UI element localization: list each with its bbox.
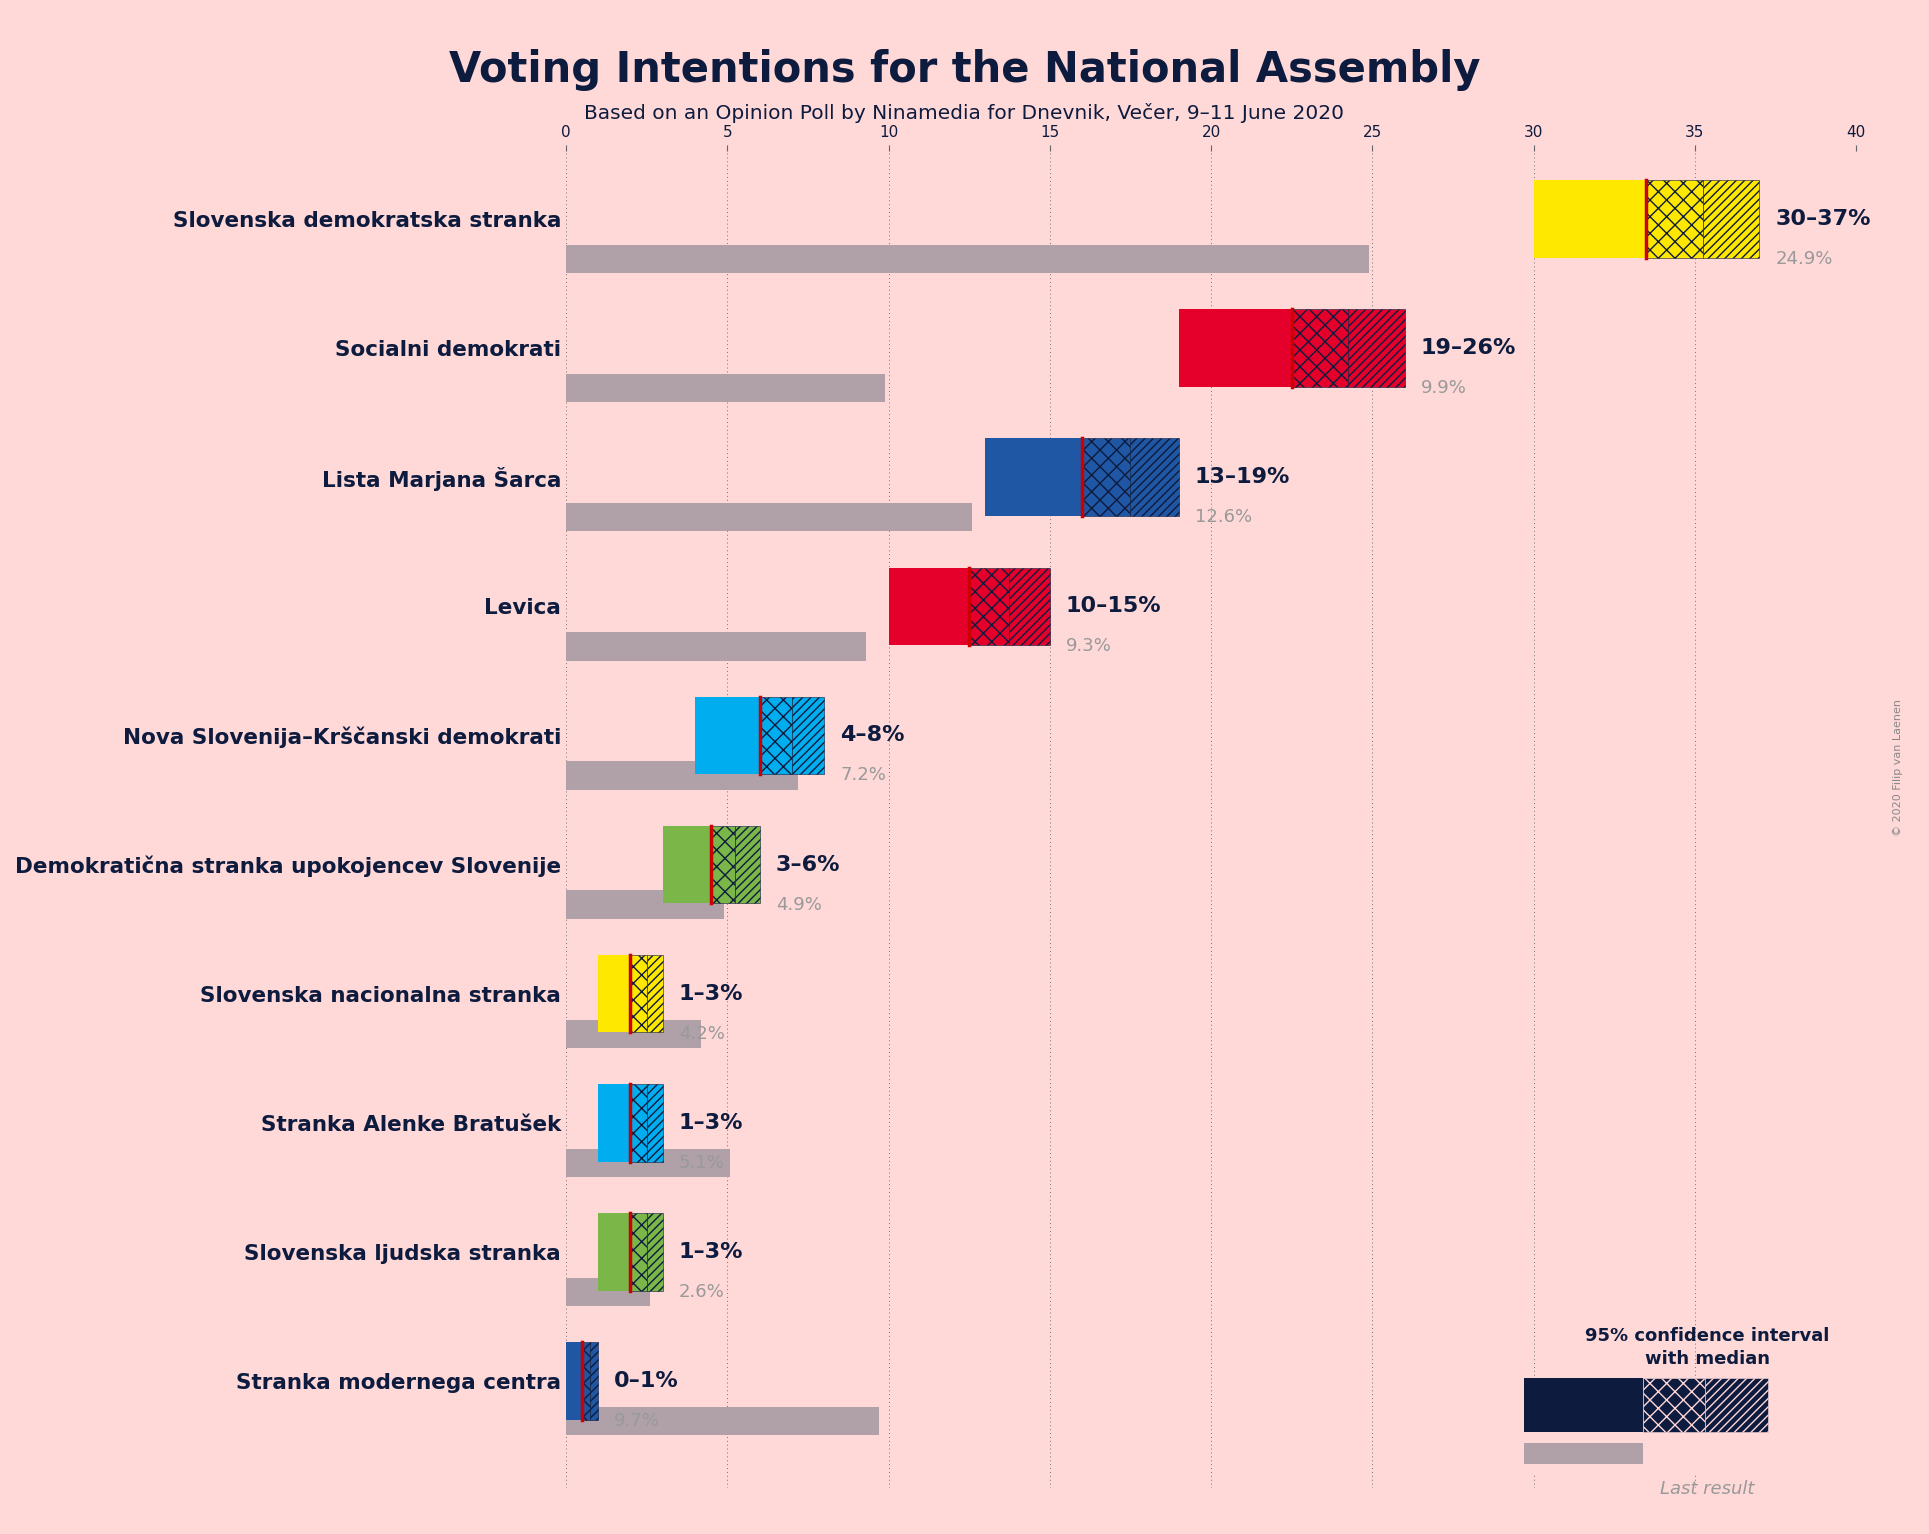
- Bar: [1179, 310, 1292, 387]
- Bar: [735, 825, 760, 904]
- Bar: [583, 1342, 590, 1420]
- Bar: [565, 374, 885, 402]
- Text: Last result: Last result: [1661, 1480, 1753, 1499]
- Text: 10–15%: 10–15%: [1067, 597, 1161, 617]
- Bar: [631, 956, 646, 1032]
- Text: © 2020 Filip van Laenen: © 2020 Filip van Laenen: [1892, 698, 1904, 836]
- Text: 3–6%: 3–6%: [775, 854, 841, 874]
- Bar: [760, 696, 791, 775]
- Bar: [598, 1213, 631, 1290]
- Text: 1–3%: 1–3%: [679, 983, 743, 1003]
- Bar: [565, 1407, 880, 1436]
- Bar: [664, 825, 712, 904]
- Text: 5.1%: 5.1%: [679, 1154, 725, 1172]
- Bar: [565, 890, 723, 919]
- Text: 4–8%: 4–8%: [841, 726, 905, 746]
- Bar: [986, 439, 1082, 515]
- Bar: [565, 1278, 650, 1307]
- Bar: [1647, 179, 1703, 258]
- Bar: [1082, 439, 1130, 515]
- Bar: [565, 761, 799, 790]
- Bar: [646, 956, 664, 1032]
- Bar: [1705, 1379, 1767, 1431]
- Bar: [631, 1213, 646, 1290]
- Bar: [712, 825, 735, 904]
- Bar: [1009, 568, 1049, 646]
- Bar: [1524, 1442, 1644, 1463]
- Text: 13–19%: 13–19%: [1194, 468, 1291, 488]
- Text: 19–26%: 19–26%: [1422, 337, 1516, 357]
- Text: 24.9%: 24.9%: [1775, 250, 1833, 268]
- Bar: [565, 1020, 702, 1048]
- Bar: [694, 696, 760, 775]
- Text: 1–3%: 1–3%: [679, 1243, 743, 1262]
- Bar: [590, 1342, 598, 1420]
- Text: 30–37%: 30–37%: [1775, 209, 1871, 229]
- Bar: [565, 1149, 731, 1177]
- Bar: [565, 503, 972, 531]
- Bar: [1348, 310, 1404, 387]
- Bar: [968, 568, 1009, 646]
- Bar: [565, 1342, 583, 1420]
- Bar: [1524, 1379, 1644, 1431]
- Text: 4.9%: 4.9%: [775, 896, 822, 914]
- Text: 1–3%: 1–3%: [679, 1112, 743, 1134]
- Text: 2.6%: 2.6%: [679, 1282, 725, 1301]
- Text: 9.3%: 9.3%: [1067, 637, 1111, 655]
- Bar: [565, 245, 1370, 273]
- Bar: [889, 568, 968, 646]
- Bar: [598, 956, 631, 1032]
- Text: 9.9%: 9.9%: [1422, 379, 1466, 397]
- Text: 9.7%: 9.7%: [613, 1413, 660, 1430]
- Bar: [1130, 439, 1179, 515]
- Text: 4.2%: 4.2%: [679, 1025, 725, 1043]
- Text: 95% confidence interval
with median: 95% confidence interval with median: [1586, 1327, 1829, 1368]
- Bar: [791, 696, 824, 775]
- Bar: [631, 1085, 646, 1161]
- Text: 7.2%: 7.2%: [841, 767, 885, 784]
- Text: 0–1%: 0–1%: [613, 1371, 679, 1391]
- Text: Voting Intentions for the National Assembly: Voting Intentions for the National Assem…: [449, 49, 1480, 91]
- Bar: [565, 632, 866, 661]
- Bar: [646, 1213, 664, 1290]
- Bar: [1703, 179, 1759, 258]
- Bar: [598, 1085, 631, 1161]
- Text: Based on an Opinion Poll by Ninamedia for Dnevnik, Večer, 9–11 June 2020: Based on an Opinion Poll by Ninamedia fo…: [584, 103, 1345, 123]
- Text: 12.6%: 12.6%: [1194, 508, 1252, 526]
- Bar: [1534, 179, 1647, 258]
- Bar: [1292, 310, 1348, 387]
- Bar: [646, 1085, 664, 1161]
- Bar: [1644, 1379, 1705, 1431]
